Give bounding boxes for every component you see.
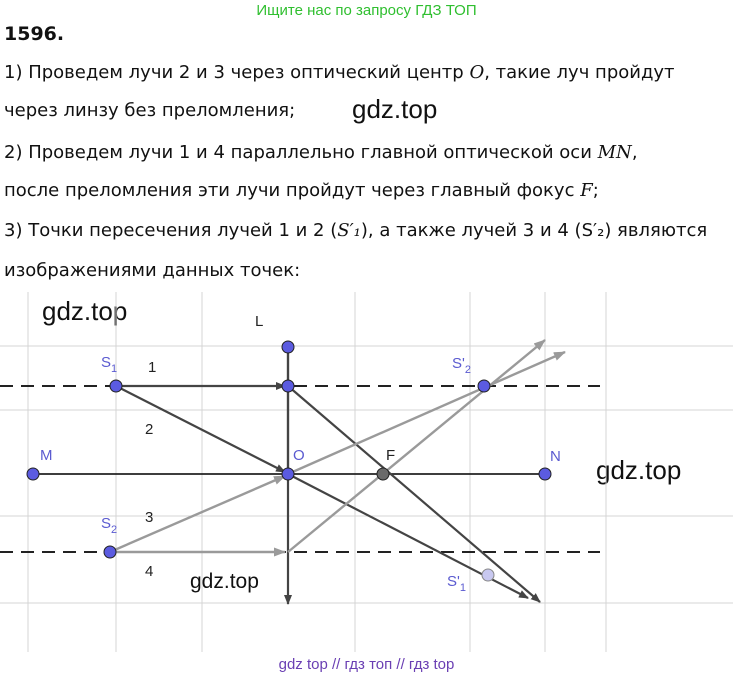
point-s1 [109,379,123,393]
point-s2-prime [477,379,491,393]
footer-watermark: gdz top // гдз топ // гдз top [278,656,455,673]
label-ray-3: 3 [145,509,153,526]
text-line-3: 2) Проведем лучи 1 и 4 параллельно главн… [4,142,638,163]
text-line-2: через линзу без преломления; [4,100,296,121]
label-n: N [550,448,561,465]
point-f [376,467,390,481]
label-s1-prime: S'1 [447,573,466,594]
ray-3-through-center [287,350,566,476]
watermark-2: gdz.top [42,296,128,326]
watermark-4: gdz.top [190,570,259,593]
label-ray-4: 4 [145,563,153,580]
label-o: O [293,447,305,464]
label-ray-1: 1 [148,359,156,376]
label-s1: S1 [101,354,117,375]
ray-2-in [115,385,286,473]
ray-4-refracted [287,339,546,553]
watermark-3: gdz.top [596,455,682,485]
label-f: F [386,447,395,464]
point-m [26,467,40,481]
point-o [281,467,295,481]
label-m: M [40,447,53,464]
ray-1-refracted [287,385,541,603]
point-s1-prime [481,568,495,582]
label-s2: S2 [101,515,117,536]
point-lens-top [281,340,295,354]
grid [0,292,733,652]
watermark-1: gdz.top [352,94,438,124]
text-line-4: после преломления эти лучи пройдут через… [4,180,599,201]
ray-3-in [109,474,286,554]
task-number: 1596. [4,23,65,45]
point-s2 [103,545,117,559]
point-lens-ray1 [281,379,295,393]
label-ray-2: 2 [145,421,153,438]
label-l: L [255,313,263,330]
text-line-1: 1) Проведем лучи 2 и 3 через оптический … [4,62,675,83]
text-line-6: изображениями данных точек: [4,260,301,281]
point-n [538,467,552,481]
label-s2-prime: S'2 [452,355,471,376]
text-line-5: 3) Точки пересечения лучей 1 и 2 (S′₁), … [4,220,708,241]
top-banner: Ищите нас по запросу ГДЗ ТОП [256,2,477,19]
